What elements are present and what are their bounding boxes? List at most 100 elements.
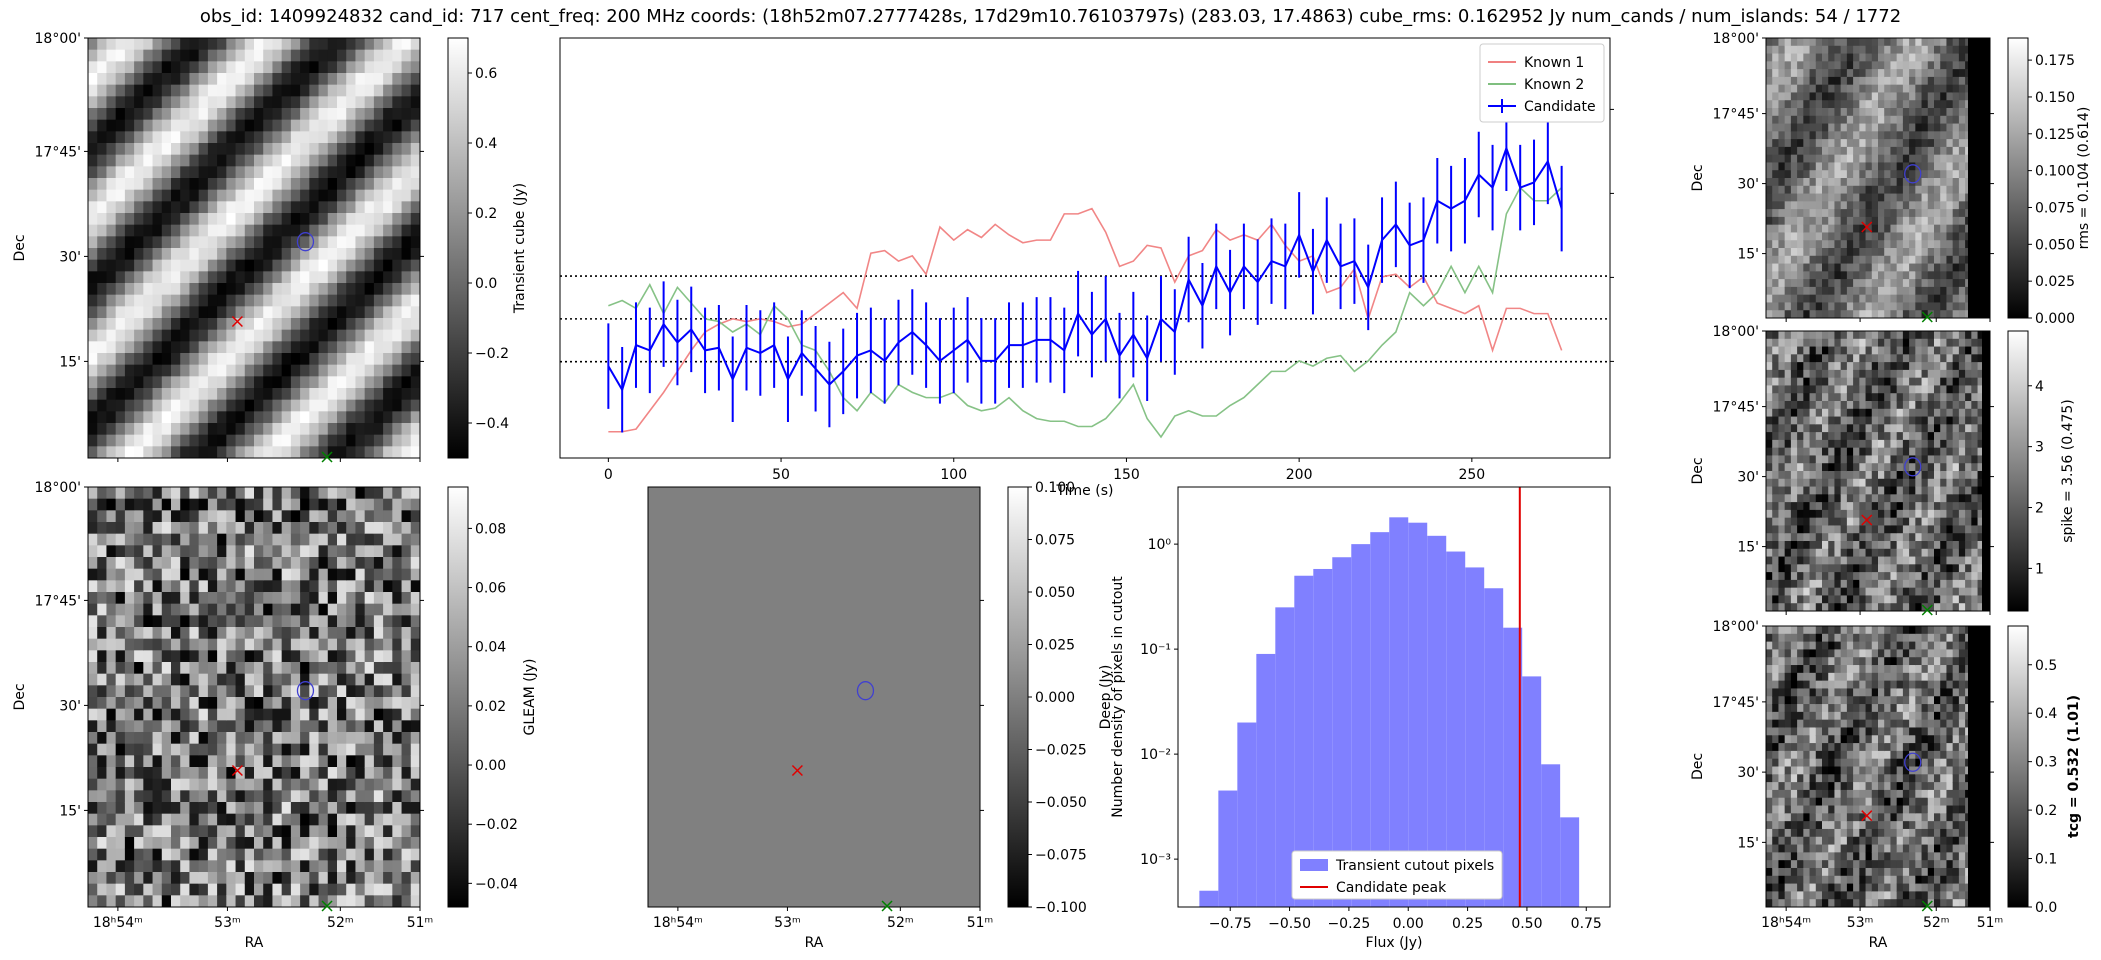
pixel: [327, 627, 338, 640]
pixel: [832, 580, 843, 593]
pixel: [731, 545, 741, 558]
pixel: [337, 423, 347, 436]
pixel: [1921, 240, 1929, 249]
pixel: [1902, 45, 1910, 55]
pixel: [134, 767, 144, 780]
pixel: [106, 650, 117, 663]
pixel: [860, 603, 870, 616]
pixel: [648, 685, 658, 698]
pixel: [290, 615, 301, 628]
pixel: [337, 732, 347, 745]
pixel: [1797, 209, 1804, 218]
pixel: [272, 627, 283, 640]
pixel: [272, 84, 283, 97]
pixel: [961, 837, 972, 850]
pixel: [860, 487, 870, 500]
pixel: [1822, 162, 1829, 171]
pixel: [383, 662, 393, 675]
pixel: [180, 154, 191, 167]
pixel: [804, 673, 815, 686]
pixel: [401, 96, 412, 109]
pixel: [897, 650, 907, 663]
pixel: [226, 732, 237, 745]
pixel: [1784, 185, 1792, 195]
pixel: [198, 883, 209, 896]
pixel: [309, 603, 320, 616]
pixel: [290, 49, 301, 62]
pixel: [198, 673, 209, 686]
pixel: [189, 446, 200, 458]
pixel: [804, 580, 815, 593]
pixel: [1803, 53, 1811, 62]
pixel: [272, 283, 283, 296]
pixel: [401, 248, 412, 261]
pixel: [327, 487, 338, 500]
pixel: [1921, 170, 1929, 179]
pixel: [749, 568, 760, 581]
pixel: [161, 685, 172, 698]
pixel: [272, 708, 283, 721]
pixel: [1828, 185, 1836, 195]
pixel: [143, 557, 154, 570]
pixel: [281, 434, 292, 447]
pixel: [97, 732, 108, 745]
pixel: [115, 673, 126, 686]
pixel: [263, 708, 274, 721]
pixel: [694, 545, 704, 558]
pixel: [1915, 92, 1923, 101]
pixel: [263, 38, 274, 51]
pixel: [814, 708, 824, 721]
pixel: [217, 568, 227, 581]
pixel: [1803, 84, 1811, 94]
pixel: [115, 557, 126, 570]
pixel: [878, 592, 889, 605]
pixel: [290, 895, 301, 907]
pixel: [1778, 45, 1786, 55]
pixel: [281, 883, 292, 896]
pixel: [795, 545, 806, 558]
pixel: [143, 364, 154, 377]
pixel: [1815, 100, 1823, 109]
pixel: [1790, 263, 1798, 272]
pixel: [281, 860, 292, 873]
pixel: [180, 813, 191, 826]
pixel: [327, 522, 338, 535]
pixel: [795, 592, 806, 605]
pixel: [373, 189, 384, 202]
pixel: [814, 755, 824, 768]
pixel: [392, 306, 403, 319]
pixel: [749, 580, 760, 593]
pixel: [1790, 248, 1798, 257]
pixel: [161, 732, 172, 745]
pixel: [290, 545, 301, 558]
pixel: [189, 306, 200, 319]
pixel: [1790, 38, 1798, 47]
pixel: [355, 411, 366, 424]
pixel: [309, 178, 320, 191]
pixel: [226, 399, 237, 412]
pixel: [1902, 61, 1910, 70]
pixel: [401, 376, 412, 389]
colorbar-tick-label: 0.075: [1035, 533, 1075, 549]
pixel: [887, 825, 898, 838]
pixel: [383, 189, 393, 202]
pixel: [832, 650, 843, 663]
pixel: [712, 790, 723, 803]
pixel: [832, 813, 843, 826]
pixel: [1778, 108, 1786, 117]
pixel: [410, 767, 420, 780]
pixel: [327, 673, 338, 686]
pixel: [383, 895, 393, 907]
pixel: [207, 580, 218, 593]
pixel: [337, 697, 347, 710]
pixel: [1884, 69, 1892, 78]
pixel: [217, 522, 227, 535]
pixel: [124, 329, 135, 342]
pixel: [124, 510, 135, 523]
pixel: [364, 627, 375, 640]
pixel: [401, 189, 412, 202]
pixel: [309, 778, 320, 791]
pixel: [1766, 45, 1773, 55]
pixel: [263, 446, 274, 458]
pixel: [961, 778, 972, 791]
